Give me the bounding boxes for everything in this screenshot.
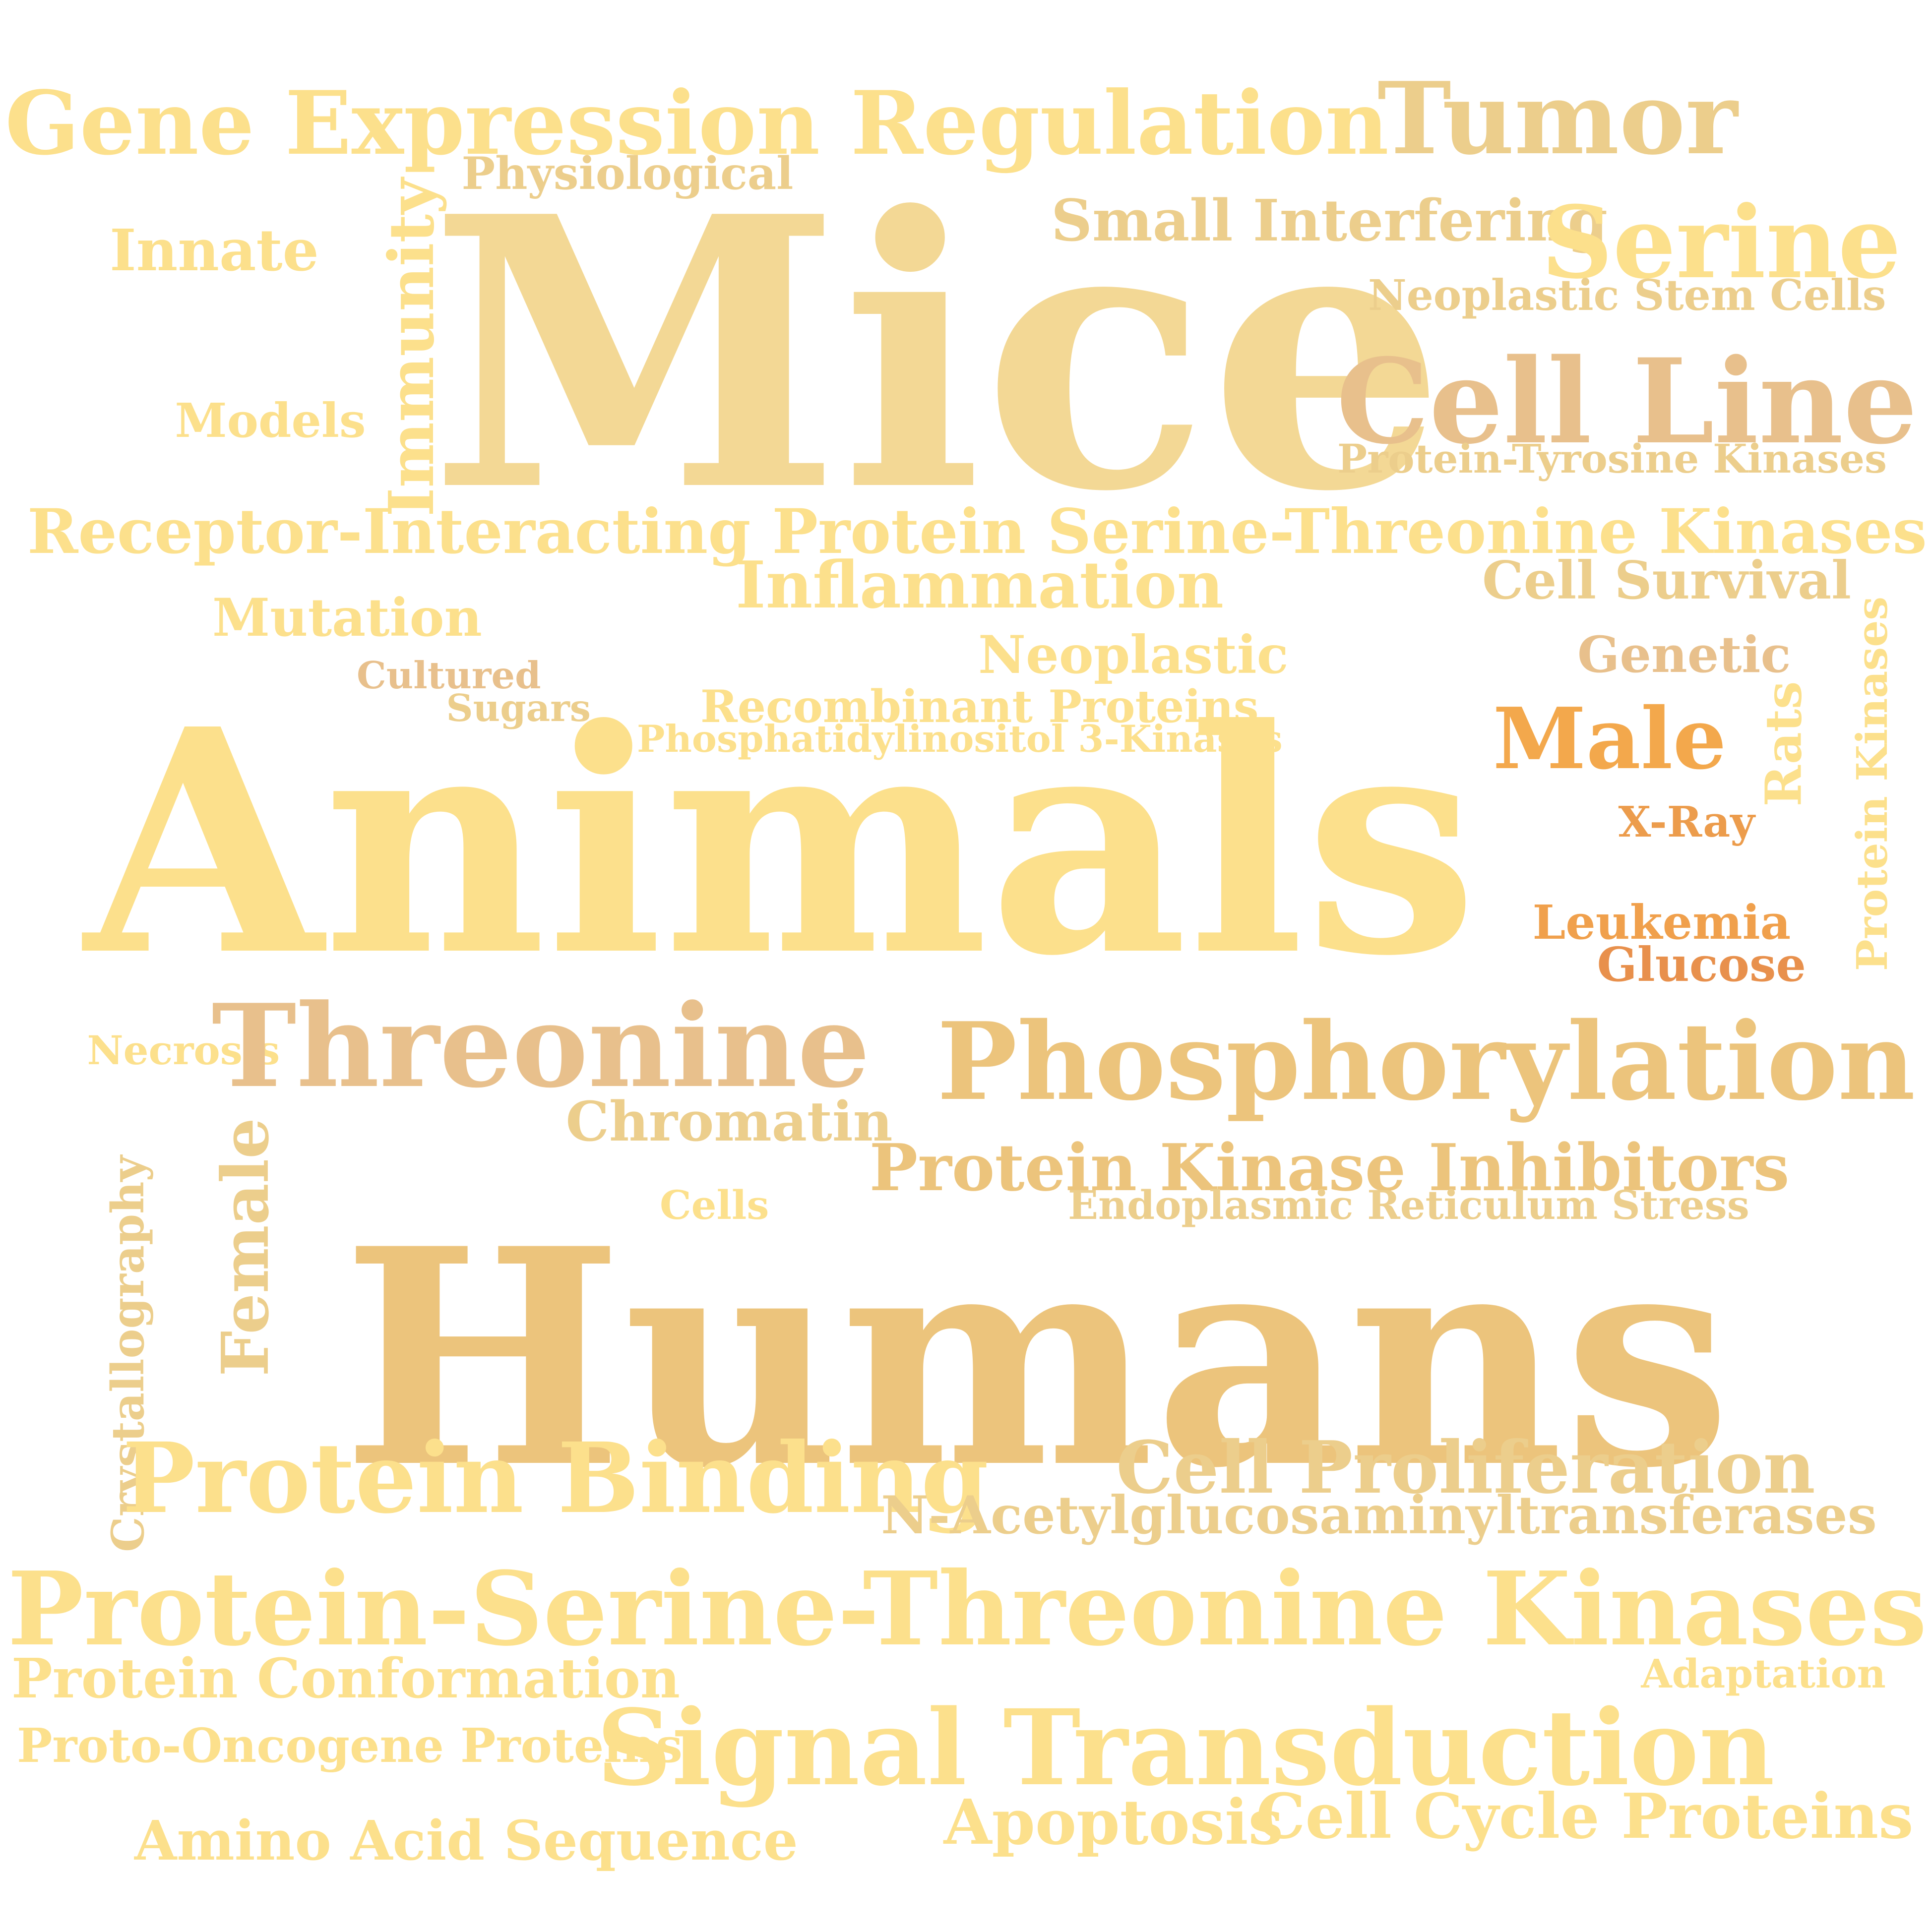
word-neoplastic-stem-cells: Neoplastic Stem Cells [1368, 270, 1886, 320]
word-receptor-interacting-protein-serine-threonine-kinases: Receptor-Interacting Protein Serine-Thre… [27, 495, 1927, 568]
word-protein-conformation: Protein Conformation [11, 1646, 681, 1710]
word-protein-binding: Protein Binding [122, 1421, 989, 1535]
word-recombinant-proteins: Recombinant Proteins [700, 680, 1259, 733]
word-phosphorylation: Phosphorylation [937, 998, 1916, 1124]
word-cells: Cells [660, 1182, 769, 1228]
word-necrosis: Necrosis [87, 1027, 280, 1074]
word-proto-oncogene-proteins: Proto-Oncogene Proteins [17, 1718, 683, 1773]
word-innate: Innate [110, 217, 319, 284]
word-cell-line: Cell Line [1336, 333, 1918, 470]
word-leukemia: Leukemia [1532, 895, 1791, 950]
word-mutation: Mutation [212, 586, 482, 648]
word-humans: Humans [342, 1184, 1732, 1533]
word-chromatin: Chromatin [565, 1089, 893, 1153]
word-tumor: Tumor [1377, 60, 1738, 177]
word-n-acetylglucosaminyltransferases: N-Acetylglucosaminyltransferases [881, 1484, 1877, 1546]
word-physiological: Physiological [461, 147, 794, 200]
word-serine: Serine [1541, 184, 1901, 301]
word-male: Male [1493, 689, 1727, 788]
word-rats: Rats [1753, 681, 1812, 807]
word-protein-kinase-inhibitors: Protein Kinase Inhibitors [869, 1130, 1790, 1206]
word-amino-acid-sequence: Amino Acid Sequence [134, 1809, 798, 1872]
word-phosphatidylinositol-3-kinases: Phosphatidylinositol 3-Kinases [637, 717, 1283, 761]
word-animals: Animals [84, 663, 1478, 1024]
word-cultured: Cultured [357, 653, 541, 697]
word-apoptosis: Apoptosis [943, 1786, 1284, 1859]
word-protein-serine-threonine-kinases: Protein-Serine-Threonine Kinases [7, 1550, 1927, 1669]
word-protein-kinases: Protein Kinases [1847, 596, 1897, 971]
word-protein-tyrosine-kinases: Protein-Tyrosine Kinases [1337, 435, 1887, 482]
word-female: Female [207, 1118, 283, 1377]
word-sugars: Sugars [446, 686, 591, 730]
word-gene-expression-regulation: Gene Expression Regulation [5, 71, 1389, 175]
word-inflammation: Inflammation [736, 547, 1224, 623]
word-cell-cycle-proteins: Cell Cycle Proteins [1256, 1780, 1914, 1853]
word-signal-transduction: Signal Transduction [596, 1687, 1775, 1809]
word-models: Models [175, 393, 366, 448]
word-cell-survival: Cell Survival [1482, 549, 1852, 611]
word-small-interfering: Small Interfering [1051, 187, 1608, 254]
word-glucose: Glucose [1597, 937, 1806, 992]
word-neoplastic: Neoplastic [978, 623, 1289, 685]
word-cell-proliferation: Cell Proliferation [1116, 1425, 1815, 1510]
word-mice: Mice [429, 136, 1446, 573]
word-adaptation: Adaptation [1641, 1650, 1886, 1697]
word-genetic: Genetic [1577, 625, 1791, 684]
word-x-ray: X-Ray [1618, 797, 1755, 847]
word-endoplasmic-reticulum-stress: Endoplasmic Reticulum Stress [1068, 1182, 1749, 1228]
word-threonine: Threonine [211, 979, 870, 1113]
